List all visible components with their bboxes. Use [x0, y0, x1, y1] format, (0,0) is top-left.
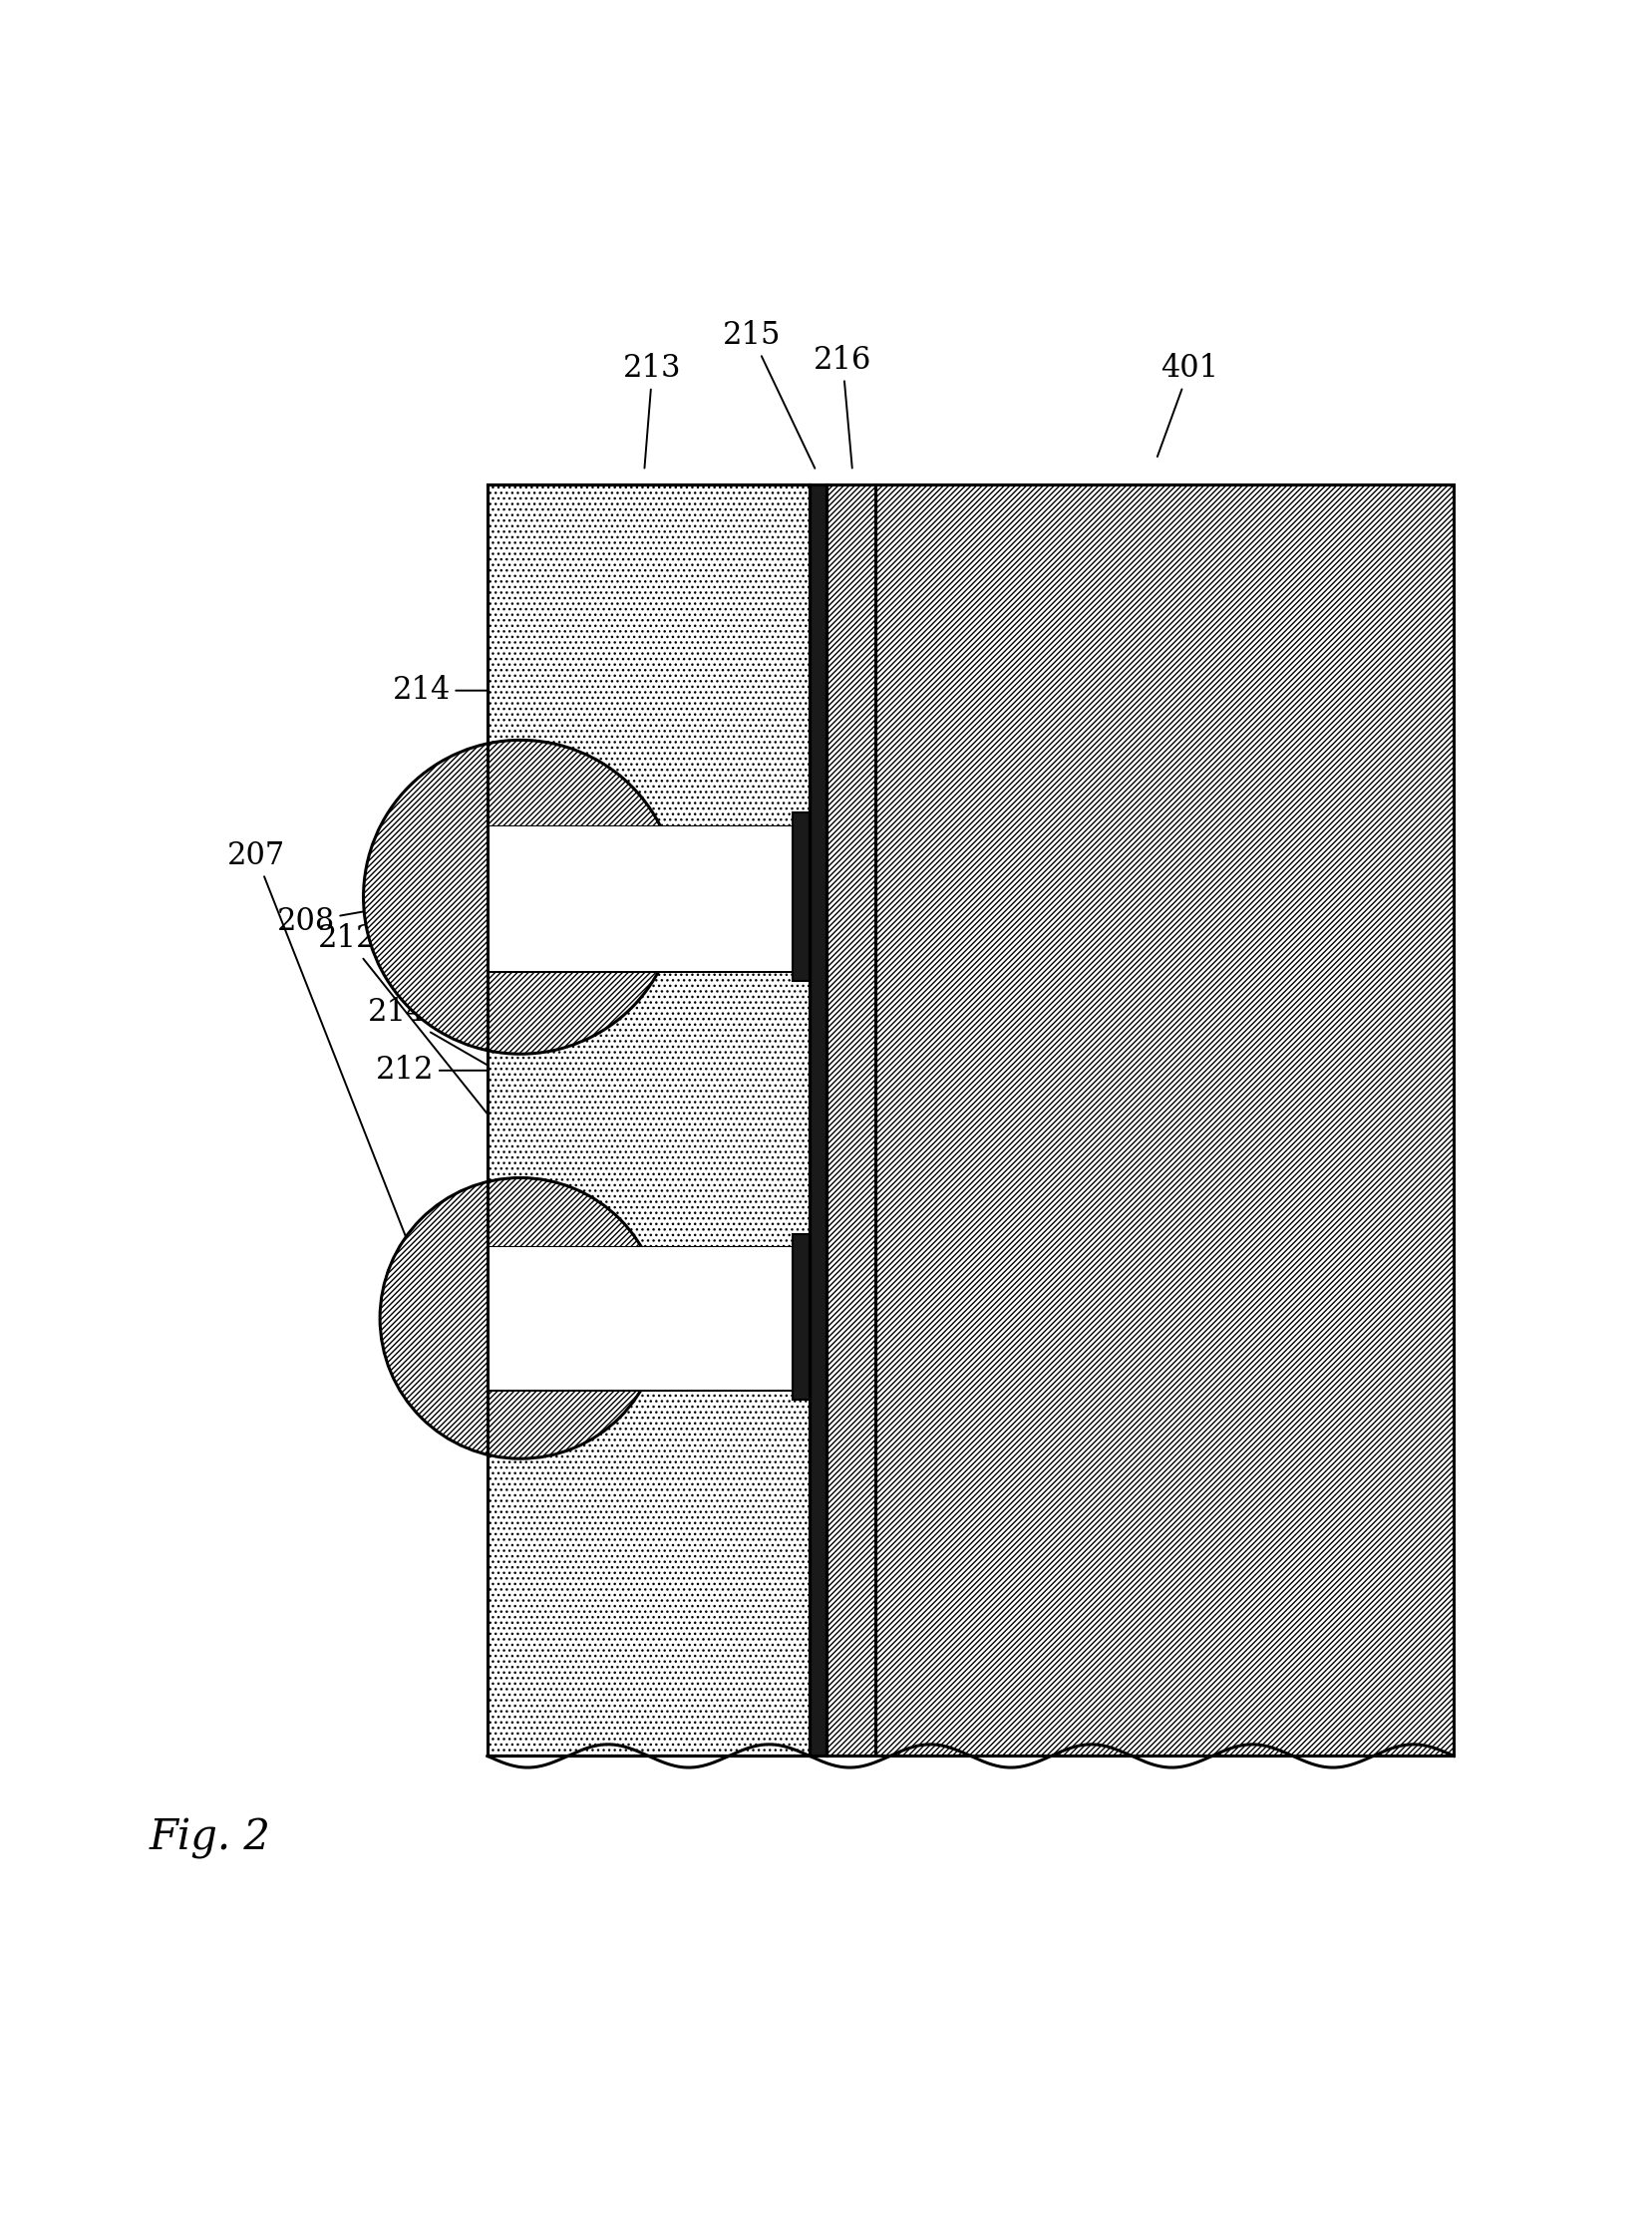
Text: 216: 216	[813, 345, 872, 468]
Polygon shape	[487, 1248, 809, 1389]
Text: 212: 212	[375, 1055, 608, 1086]
Text: 208: 208	[276, 898, 443, 936]
Polygon shape	[793, 1234, 809, 1400]
Polygon shape	[487, 1248, 809, 1389]
Text: 215: 215	[722, 320, 814, 468]
Polygon shape	[487, 827, 809, 972]
Polygon shape	[809, 484, 826, 1756]
Text: 212: 212	[317, 923, 544, 1185]
Polygon shape	[487, 827, 809, 972]
Text: Fig. 2: Fig. 2	[149, 1817, 271, 1859]
Polygon shape	[826, 484, 876, 1756]
Polygon shape	[487, 484, 809, 1756]
Polygon shape	[793, 813, 809, 981]
Circle shape	[363, 739, 677, 1055]
Polygon shape	[876, 484, 1454, 1756]
Text: 214: 214	[367, 997, 610, 1136]
Circle shape	[380, 1178, 661, 1458]
Text: 401: 401	[1158, 354, 1219, 457]
Text: 213: 213	[623, 354, 682, 468]
Text: 207: 207	[226, 840, 436, 1315]
Text: 214: 214	[392, 674, 641, 706]
